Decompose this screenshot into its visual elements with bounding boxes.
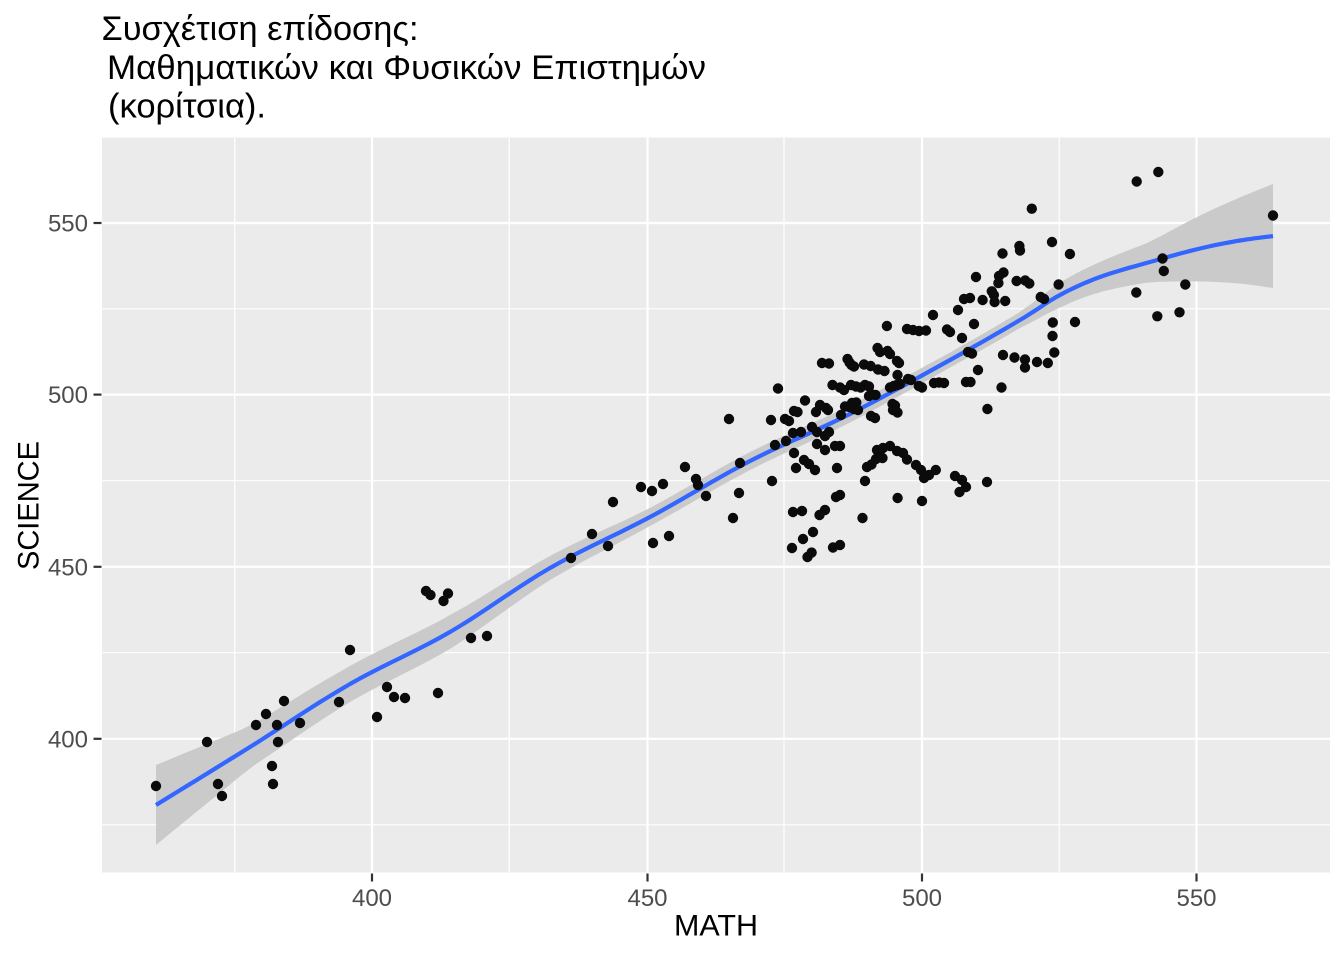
svg-text:450: 450 (627, 885, 667, 912)
svg-text:450: 450 (48, 554, 88, 581)
svg-text:550: 550 (1176, 885, 1216, 912)
svg-text:MATH: MATH (674, 910, 758, 943)
svg-text:500: 500 (48, 382, 88, 409)
svg-text:550: 550 (48, 211, 88, 238)
svg-text:400: 400 (352, 885, 392, 912)
svg-text:(κορίτσια).: (κορίτσια). (108, 88, 266, 126)
svg-text:400: 400 (48, 726, 88, 753)
svg-text:SCIENCE: SCIENCE (13, 441, 46, 570)
svg-text:500: 500 (902, 885, 942, 912)
svg-text:Συσχέτιση επίδοσης:: Συσχέτιση επίδοσης: (102, 10, 419, 48)
svg-text:Μαθηματικών και Φυσικών Επιστη: Μαθηματικών και Φυσικών Επιστημών (107, 49, 706, 87)
